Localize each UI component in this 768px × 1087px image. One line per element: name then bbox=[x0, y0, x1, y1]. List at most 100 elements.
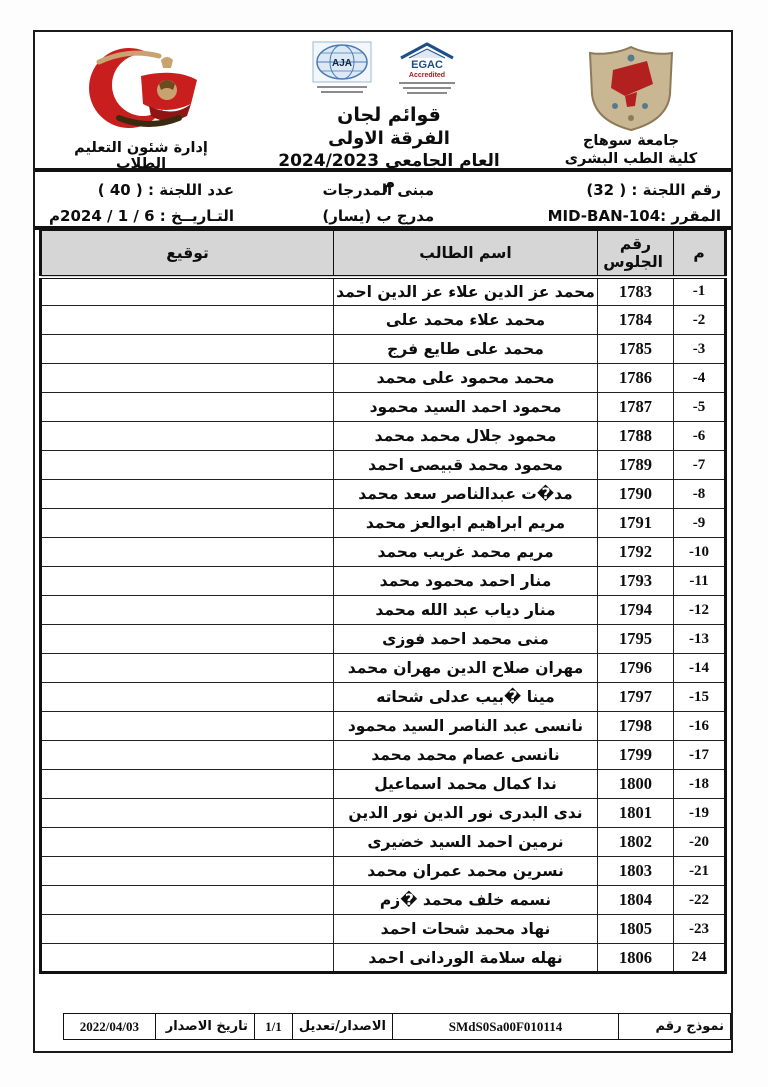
student-name: مينا �بيب عدلى شحاته bbox=[333, 682, 598, 712]
signature-cell bbox=[40, 798, 334, 828]
signature-cell bbox=[40, 392, 334, 422]
row-index: -10 bbox=[673, 537, 726, 567]
row-index: -22 bbox=[673, 885, 726, 915]
row-index: -21 bbox=[673, 856, 726, 886]
signature-cell bbox=[40, 653, 334, 683]
committee-info-center: مبنى المدرجات مدرج ب (يسار) bbox=[278, 178, 480, 225]
signature-cell bbox=[40, 566, 334, 596]
signature-cell bbox=[40, 276, 334, 306]
title-block: EGAC Accredited bbox=[274, 40, 504, 193]
signature-cell bbox=[40, 334, 334, 364]
row-index: -13 bbox=[673, 624, 726, 654]
hall-name: مدرج ب (يسار) bbox=[322, 206, 435, 225]
row-index: 24 bbox=[673, 943, 726, 973]
student-name: مد�ت عبدالناصر سعد محمد bbox=[333, 479, 598, 509]
table-row: -10 1792 مريم محمد غريب محمد bbox=[40, 537, 726, 567]
student-name: ندى البدرى نور الدين نور الدين bbox=[333, 798, 598, 828]
table-row: -4 1786 محمد محمود على محمد bbox=[40, 363, 726, 393]
table-row: -11 1793 منار احمد محمود محمد bbox=[40, 566, 726, 596]
student-name: منى محمد احمد فوزى bbox=[333, 624, 598, 654]
student-name: نانسى عصام محمد محمد bbox=[333, 740, 598, 770]
student-name: مريم ابراهيم ابوالعز محمد bbox=[333, 508, 598, 538]
row-index: -8 bbox=[673, 479, 726, 509]
student-name: نانسى عبد الناصر السيد محمود bbox=[333, 711, 598, 741]
signature-cell bbox=[40, 450, 334, 480]
signature-cell bbox=[40, 421, 334, 451]
signature-cell bbox=[40, 943, 334, 973]
col-header-name: اسم الطالب bbox=[333, 230, 598, 279]
red-crescent-logo-icon bbox=[51, 46, 231, 132]
row-index: -15 bbox=[673, 682, 726, 712]
document-title: قوائم لجان bbox=[337, 104, 441, 126]
signature-cell bbox=[40, 827, 334, 857]
committee-number: رقم اللجنة : ( 32) bbox=[586, 181, 721, 199]
seat-number: 1791 bbox=[597, 508, 674, 538]
row-index: -2 bbox=[673, 305, 726, 335]
committee-info-left: عدد اللجنة : ( 40 ) التـاريــخ : 6 / 1 /… bbox=[49, 178, 277, 225]
seat-number: 1785 bbox=[597, 334, 674, 364]
row-index: -14 bbox=[673, 653, 726, 683]
student-name: محمود محمد قبيصى احمد bbox=[333, 450, 598, 480]
aja-globe-logo-icon: AJA bbox=[311, 40, 373, 100]
col-header-signature: توقيع bbox=[40, 230, 334, 279]
seat-number: 1801 bbox=[597, 798, 674, 828]
student-name: محمود احمد السيد محمود bbox=[333, 392, 598, 422]
table-row: -9 1791 مريم ابراهيم ابوالعز محمد bbox=[40, 508, 726, 538]
row-index: -17 bbox=[673, 740, 726, 770]
row-index: -11 bbox=[673, 566, 726, 596]
seat-number: 1790 bbox=[597, 479, 674, 509]
table-row: -22 1804 نسمه خلف محمد �زم bbox=[40, 885, 726, 915]
row-index: -16 bbox=[673, 711, 726, 741]
row-index: -19 bbox=[673, 798, 726, 828]
issue-value: 1/1 bbox=[253, 1013, 293, 1040]
footer-table: نموذج رقم SMdS0Sa00F010114 الاصدار/تعديل… bbox=[62, 1013, 731, 1040]
row-index: -7 bbox=[673, 450, 726, 480]
col-header-index: م bbox=[673, 230, 726, 279]
row-index: -1 bbox=[673, 276, 726, 306]
student-name: نهاد محمد شحات احمد bbox=[333, 914, 598, 944]
egac-accreditation-logo-icon: EGAC Accredited bbox=[387, 40, 467, 100]
svg-text:AJA: AJA bbox=[332, 58, 352, 69]
row-index: -9 bbox=[673, 508, 726, 538]
signature-cell bbox=[40, 537, 334, 567]
student-name: نسرين محمد عمران محمد bbox=[333, 856, 598, 886]
issue-label: الاصدار/تعديل bbox=[291, 1013, 394, 1040]
seat-number: 1783 bbox=[597, 276, 674, 306]
signature-cell bbox=[40, 682, 334, 712]
exam-date: التـاريــخ : 6 / 1 / 2024م bbox=[49, 206, 234, 225]
row-index: -3 bbox=[673, 334, 726, 364]
seat-number: 1794 bbox=[597, 595, 674, 625]
table-row: -15 1797 مينا �بيب عدلى شحاته bbox=[40, 682, 726, 712]
students-table: م رقم الجلوس اسم الطالب توقيع -1 1783 مح… bbox=[39, 230, 727, 974]
committee-count: عدد اللجنة : ( 40 ) bbox=[97, 181, 234, 199]
table-row: -2 1784 محمد علاء محمد على bbox=[40, 305, 726, 335]
footer-row: نموذج رقم SMdS0Sa00F010114 الاصدار/تعديل… bbox=[62, 1013, 731, 1040]
table-row: -7 1789 محمود محمد قبيصى احمد bbox=[40, 450, 726, 480]
table-row: -20 1802 نرمين احمد السيد خضيرى bbox=[40, 827, 726, 857]
signature-cell bbox=[40, 769, 334, 799]
table-row: -13 1795 منى محمد احمد فوزى bbox=[40, 624, 726, 654]
signature-cell bbox=[40, 595, 334, 625]
document-page: جامعة سوهاج كلية الطب البشرى EGAC Accred… bbox=[33, 30, 733, 1053]
course-code: المقرر :MID-BAN-104 bbox=[547, 206, 721, 225]
seat-number: 1787 bbox=[597, 392, 674, 422]
table-row: -16 1798 نانسى عبد الناصر السيد محمود bbox=[40, 711, 726, 741]
row-index: -12 bbox=[673, 595, 726, 625]
seat-number: 1806 bbox=[597, 943, 674, 973]
form-number-label: نموذج رقم bbox=[618, 1013, 731, 1040]
svg-text:EGAC: EGAC bbox=[411, 59, 443, 71]
signature-cell bbox=[40, 363, 334, 393]
table-row: -3 1785 محمد على طايع فرج bbox=[40, 334, 726, 364]
seat-number: 1789 bbox=[597, 450, 674, 480]
col-header-seat: رقم الجلوس bbox=[597, 230, 674, 279]
seat-number: 1788 bbox=[597, 421, 674, 451]
row-index: -20 bbox=[673, 827, 726, 857]
table-row: -6 1788 محمود جلال محمد محمد bbox=[40, 421, 726, 451]
committee-info-right: رقم اللجنة : ( 32) المقرر :MID-BAN-104 bbox=[479, 178, 721, 225]
faculty-name: كلية الطب البشرى bbox=[564, 151, 698, 168]
student-name: نرمين احمد السيد خضيرى bbox=[333, 827, 598, 857]
signature-cell bbox=[40, 305, 334, 335]
svg-text:Accredited: Accredited bbox=[409, 72, 445, 79]
seat-number: 1805 bbox=[597, 914, 674, 944]
signature-cell bbox=[40, 856, 334, 886]
